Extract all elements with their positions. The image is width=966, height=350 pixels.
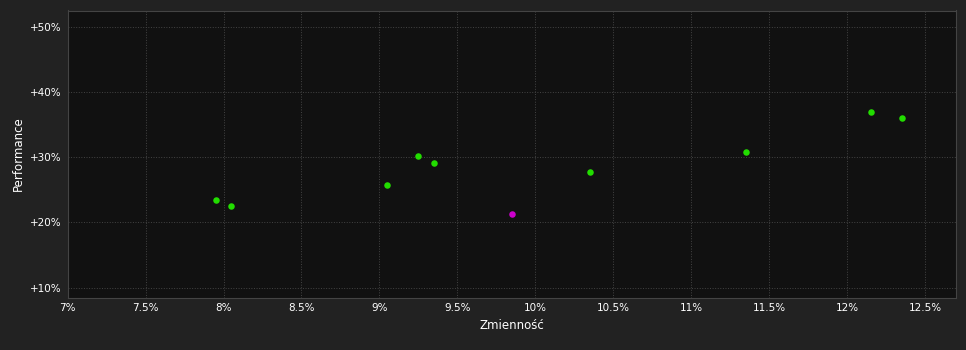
X-axis label: Zmienność: Zmienność [479, 318, 545, 331]
Y-axis label: Performance: Performance [12, 117, 25, 191]
Point [380, 182, 395, 188]
Point [426, 160, 441, 166]
Point [738, 149, 753, 155]
Point [208, 197, 223, 203]
Point [895, 115, 910, 121]
Point [582, 169, 598, 174]
Point [411, 153, 426, 159]
Point [863, 109, 878, 114]
Point [504, 211, 520, 217]
Point [223, 203, 239, 208]
